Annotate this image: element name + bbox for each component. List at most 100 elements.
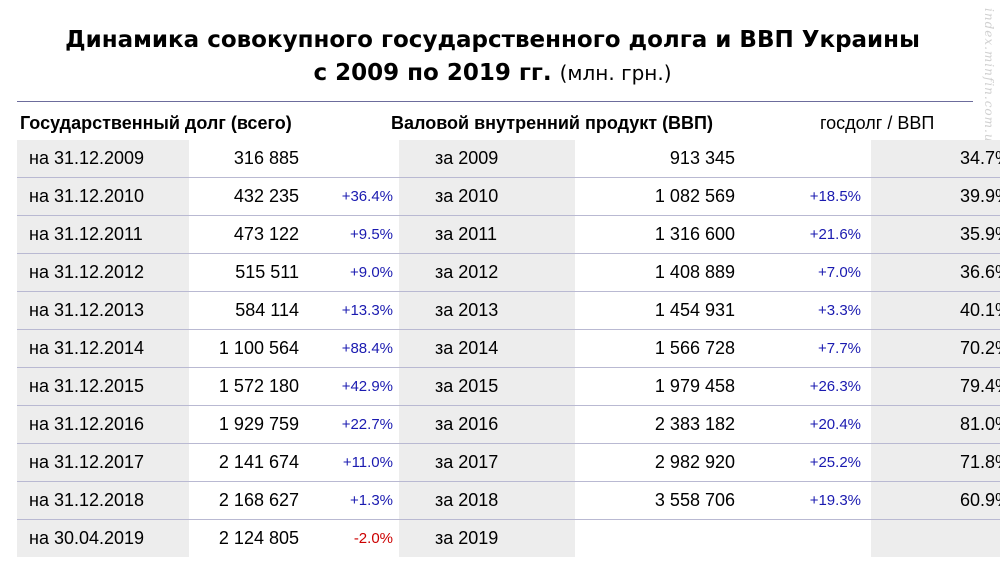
gdp-cell: 1 454 931 <box>575 291 741 330</box>
date-cell: на 31.12.2015 <box>17 367 189 406</box>
debt-change-cell: -2.0% <box>353 530 393 547</box>
gdp-change-cell: +3.3% <box>741 291 871 330</box>
debt-change-cell: +22.7% <box>303 405 399 444</box>
debt-cell: 432 235 <box>189 177 303 216</box>
header-gdp: Валовой внутренний продукт (ВВП) <box>391 113 713 133</box>
table-row: на 31.12.2011 473 122 +9.5% за 2011 1 31… <box>17 215 1000 254</box>
title-unit: (млн. грн.) <box>559 61 672 85</box>
header-ratio: госдолг / ВВП <box>820 113 935 133</box>
gdp-change-cell: +7.7% <box>741 329 871 368</box>
debt-change-cell: +9.5% <box>303 215 399 254</box>
gdp-change-cell: +25.2% <box>741 443 871 482</box>
page-title: Динамика совокупного государственного до… <box>0 24 985 90</box>
gdp-cell <box>575 520 741 558</box>
ratio-cell: 70.2% <box>871 329 1000 368</box>
watermark: index.minfin.com.ua <box>982 8 996 151</box>
date-cell: на 31.12.2013 <box>17 291 189 330</box>
gdp-cell: 1 408 889 <box>575 253 741 292</box>
ratio-cell: 36.6% <box>871 253 1000 292</box>
ratio-cell: 81.0% <box>871 405 1000 444</box>
ratio-cell: 60.9% <box>871 481 1000 520</box>
date-cell: на 31.12.2014 <box>17 329 189 368</box>
debt-change-cell: +9.0% <box>303 253 399 292</box>
period-cell: за 2016 <box>399 405 575 444</box>
debt-cell: 473 122 <box>189 215 303 254</box>
gdp-cell: 1 979 458 <box>575 367 741 406</box>
ratio-cell: 40.1% <box>871 291 1000 330</box>
period-cell: за 2009 <box>399 140 575 178</box>
date-cell: на 31.12.2017 <box>17 443 189 482</box>
debt-cell: 1 929 759 <box>189 405 303 444</box>
table-body: на 31.12.2009 316 885 за 2009 913 345 34… <box>17 140 1000 557</box>
ratio-cell: 71.8% <box>871 443 1000 482</box>
table-row: на 31.12.2010 432 235 +36.4% за 2010 1 0… <box>17 177 1000 216</box>
gdp-change-cell: +20.4% <box>741 405 871 444</box>
table-row: на 31.12.2012 515 511 +9.0% за 2012 1 40… <box>17 253 1000 292</box>
date-cell: на 31.12.2012 <box>17 253 189 292</box>
header-divider <box>17 101 973 102</box>
date-cell: на 31.12.2016 <box>17 405 189 444</box>
debt-change-cell: +11.0% <box>303 443 399 482</box>
title-years: с 2009 по 2019 гг. <box>313 60 552 86</box>
gdp-change-cell: +26.3% <box>741 367 871 406</box>
date-cell: на 31.12.2010 <box>17 177 189 216</box>
period-cell: за 2018 <box>399 481 575 520</box>
debt-cell: 316 885 <box>189 140 303 178</box>
gdp-cell: 2 982 920 <box>575 443 741 482</box>
period-cell: за 2015 <box>399 367 575 406</box>
period-cell: за 2017 <box>399 443 575 482</box>
period-cell: за 2019 <box>399 519 575 557</box>
ratio-cell: 79.4% <box>871 367 1000 406</box>
gdp-change-cell: +18.5% <box>741 177 871 216</box>
gdp-cell: 1 082 569 <box>575 177 741 216</box>
debt-cell: 1 572 180 <box>189 367 303 406</box>
debt-change-cell: +13.3% <box>303 291 399 330</box>
debt-cell: 2 168 627 <box>189 481 303 520</box>
gdp-change-cell <box>741 520 871 558</box>
period-cell: за 2014 <box>399 329 575 368</box>
debt-change-cell: +36.4% <box>303 177 399 216</box>
gdp-change-cell <box>741 140 871 178</box>
title-line2: с 2009 по 2019 гг. (млн. грн.) <box>0 57 985 90</box>
ratio-cell: 34.7% <box>871 140 1000 178</box>
gdp-cell: 913 345 <box>575 140 741 178</box>
debt-cell: 2 124 805 <box>218 528 299 548</box>
table-row: на 31.12.2017 2 141 674 +11.0% за 2017 2… <box>17 443 1000 482</box>
date-cell: на 31.12.2009 <box>17 140 189 178</box>
debt-change-cell: +42.9% <box>303 367 399 406</box>
gdp-cell: 2 383 182 <box>575 405 741 444</box>
debt-change-cell: +88.4% <box>303 329 399 368</box>
gdp-change-cell: +21.6% <box>741 215 871 254</box>
date-cell: на 30.04.2019 <box>17 519 189 557</box>
table-row: на 31.12.2015 1 572 180 +42.9% за 2015 1… <box>17 367 1000 406</box>
date-cell: на 31.12.2018 <box>17 481 189 520</box>
period-cell: за 2010 <box>399 177 575 216</box>
table-row: на 31.12.2018 2 168 627 +1.3% за 2018 3 … <box>17 481 1000 520</box>
table-row: на 31.12.2009 316 885 за 2009 913 345 34… <box>17 140 1000 178</box>
ratio-cell: 35.9% <box>871 215 1000 254</box>
table-row: на 31.12.2014 1 100 564 +88.4% за 2014 1… <box>17 329 1000 368</box>
gdp-cell: 1 566 728 <box>575 329 741 368</box>
debt-cell: 584 114 <box>189 291 303 330</box>
table-row: на 31.12.2016 1 929 759 +22.7% за 2016 2… <box>17 405 1000 444</box>
period-cell: за 2012 <box>399 253 575 292</box>
period-cell: за 2013 <box>399 291 575 330</box>
debt-cell: 515 511 <box>189 253 303 292</box>
gdp-change-cell: +7.0% <box>741 253 871 292</box>
header-debt: Государственный долг (всего) <box>20 113 292 133</box>
table-row: на 31.12.2013 584 114 +13.3% за 2013 1 4… <box>17 291 1000 330</box>
debt-change-cell: +1.3% <box>303 481 399 520</box>
ratio-cell: 39.9% <box>871 177 1000 216</box>
gdp-change-cell: +19.3% <box>741 481 871 520</box>
debt-cell: 1 100 564 <box>189 329 303 368</box>
date-cell: на 31.12.2011 <box>17 215 189 254</box>
title-line1: Динамика совокупного государственного до… <box>65 27 920 53</box>
debt-cell: 2 141 674 <box>189 443 303 482</box>
ratio-cell <box>871 519 1000 557</box>
gdp-cell: 3 558 706 <box>575 481 741 520</box>
period-cell: за 2011 <box>399 215 575 254</box>
debt-gdp-table: на 31.12.2009 316 885 за 2009 913 345 34… <box>17 140 1000 557</box>
table-row: на 30.04.2019 2 124 805 -2.0% за 2019 <box>17 519 1000 558</box>
debt-change-cell <box>303 140 399 178</box>
gdp-cell: 1 316 600 <box>575 215 741 254</box>
